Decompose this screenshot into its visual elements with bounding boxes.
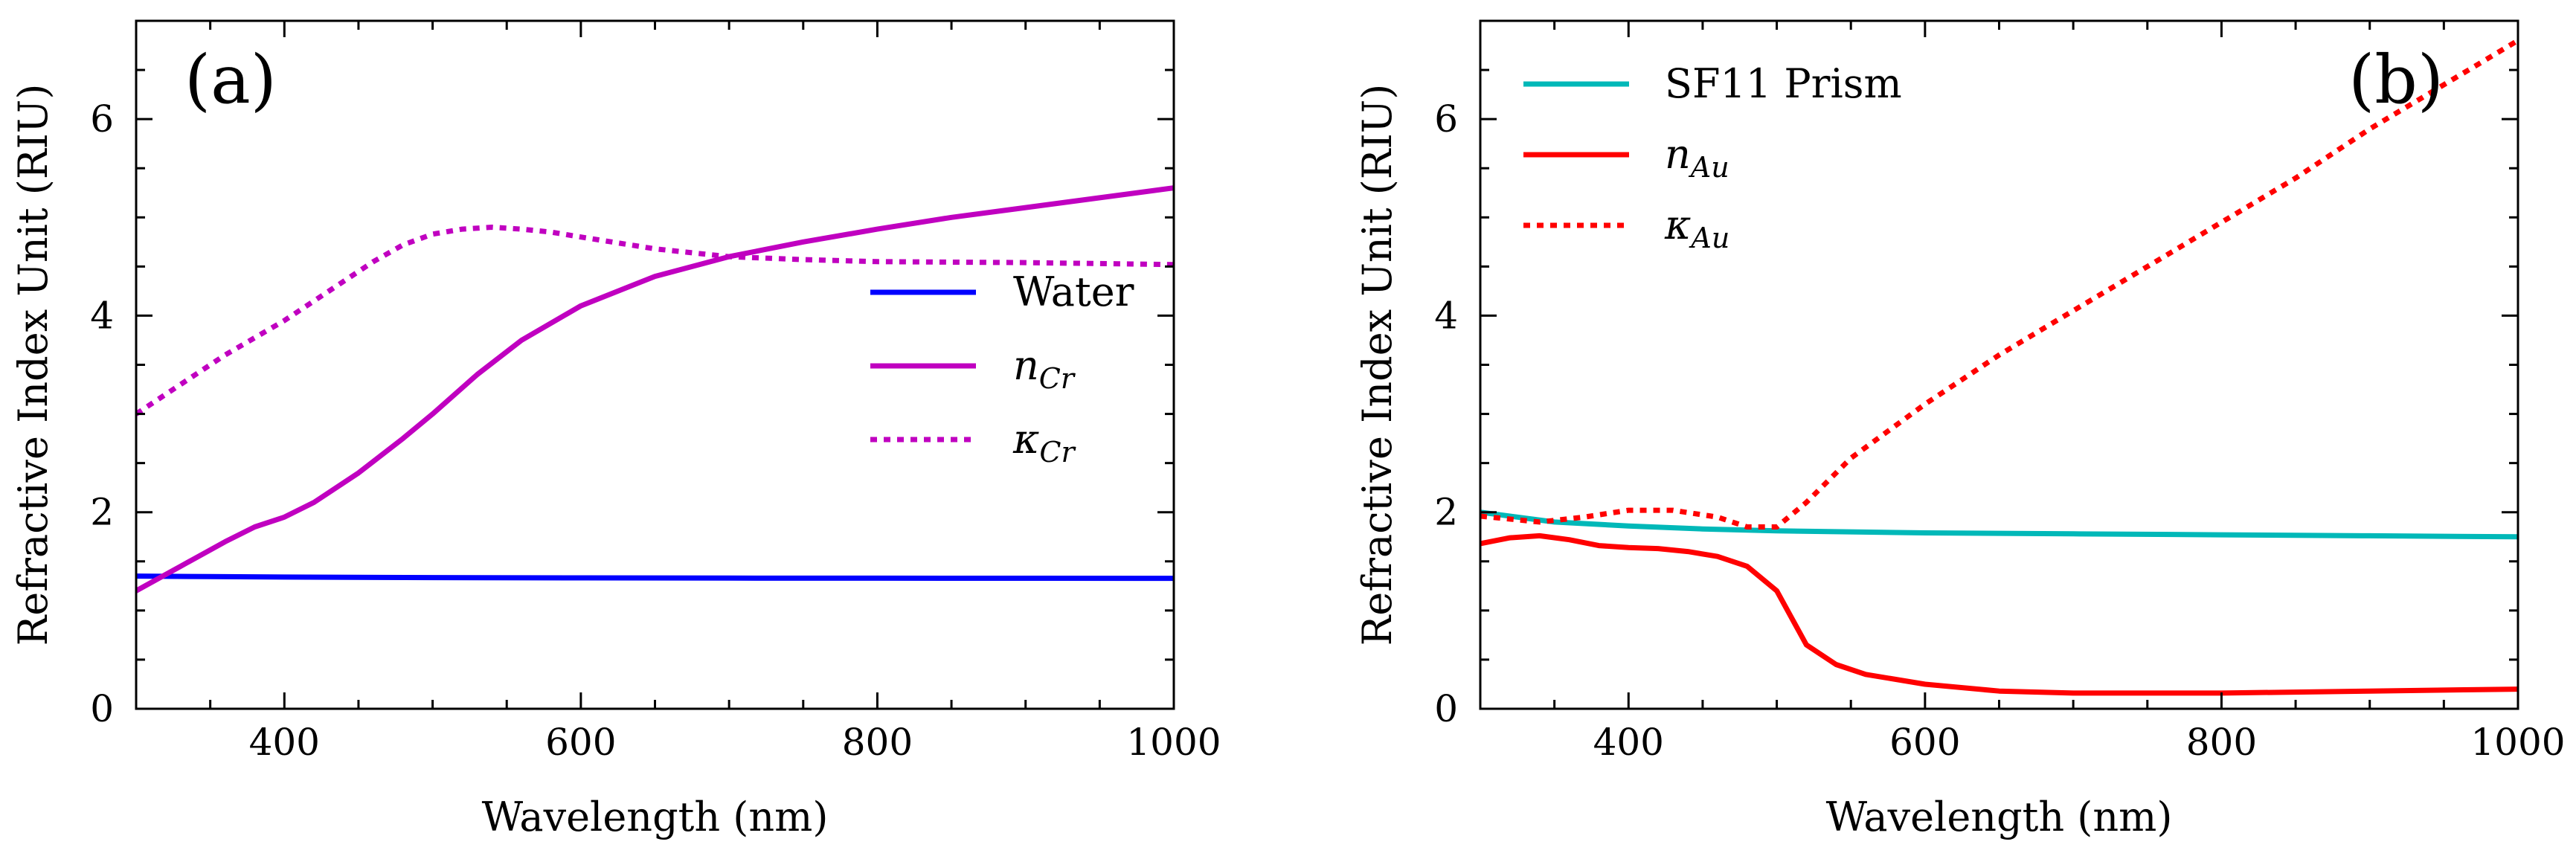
x-tick-label: 800 <box>2186 721 2257 764</box>
x-tick-label: 400 <box>1593 721 1664 764</box>
x-tick-label: 400 <box>249 721 320 764</box>
x-tick-label: 600 <box>1889 721 1960 764</box>
y-tick-label: 6 <box>90 97 114 141</box>
series-line-water <box>136 573 1174 582</box>
series-line-sf11-prism <box>1480 509 2518 540</box>
x-axis-label: Wavelength (nm) <box>1826 794 2173 840</box>
legend: Water nCr κCr <box>870 268 1134 469</box>
series-line-κ-cr <box>136 225 1174 416</box>
x-axis-label: Wavelength (nm) <box>482 794 829 840</box>
series-group <box>1480 38 2518 696</box>
panel-tag: (a) <box>184 41 277 119</box>
x-tick-label: 1000 <box>2470 721 2565 764</box>
y-tick-label: 2 <box>90 491 114 534</box>
y-tick-label: 6 <box>1434 97 1458 141</box>
series-line-κ-au <box>1480 38 2518 530</box>
y-tick-label: 0 <box>1434 687 1458 730</box>
legend: SF11 Prism nAu κAu <box>1523 60 1902 254</box>
legend-entry: Water <box>1013 268 1134 315</box>
x-tick-label: 800 <box>842 721 913 764</box>
series-group <box>136 185 1174 593</box>
legend-entry: κAu <box>1664 202 1729 254</box>
x-tick-label: 600 <box>545 721 616 764</box>
y-tick-label: 2 <box>1434 491 1458 534</box>
y-axis-label: Refractive Index Unit (RIU) <box>10 84 57 646</box>
y-axis-label: Refractive Index Unit (RIU) <box>1354 84 1401 646</box>
legend-entry: SF11 Prism <box>1665 60 1902 107</box>
legend-entry: nCr <box>1013 342 1076 395</box>
legend-entry: nAu <box>1665 131 1729 184</box>
y-tick-label: 4 <box>90 294 114 337</box>
x-tick-label: 1000 <box>1126 721 1221 764</box>
legend-entry: κCr <box>1012 416 1076 469</box>
panel-b: 400 600 800 1000 0 2 4 6 Wavelength (nm) Refracti… <box>1354 19 2566 840</box>
panel-a: 400 600 800 1000 0 2 4 6 Wavelength (nm) Refracti… <box>10 19 1221 840</box>
axes-frame <box>1479 19 2519 710</box>
tick-marks <box>135 19 1175 710</box>
tick-marks <box>1479 19 2519 710</box>
y-tick-label: 4 <box>1434 294 1458 337</box>
y-tick-label: 0 <box>90 687 114 730</box>
panel-tag: (b) <box>2348 41 2444 119</box>
series-line-n-au <box>1480 533 2518 696</box>
series-line-n-cr <box>136 185 1174 593</box>
